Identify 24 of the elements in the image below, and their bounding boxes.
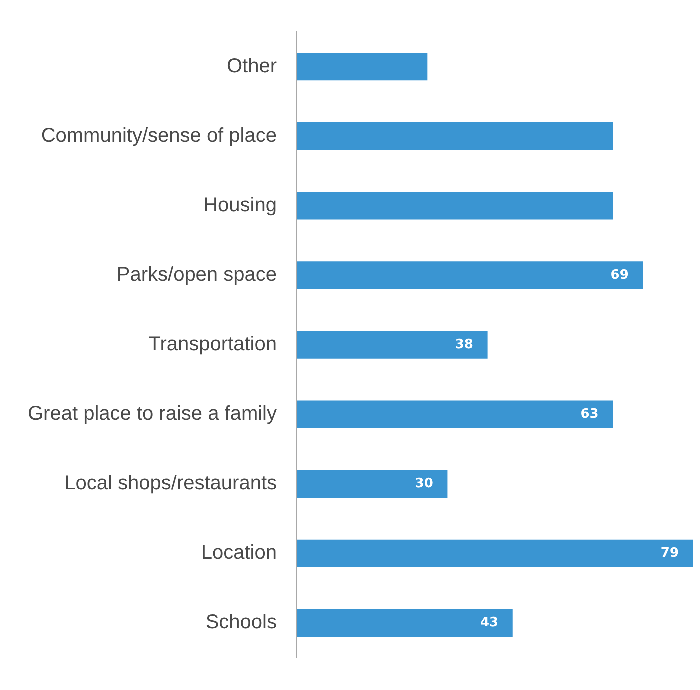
data-label: 79 [660, 546, 679, 562]
bar [296, 262, 644, 290]
data-label: 63 [580, 406, 599, 422]
bar [296, 400, 614, 428]
bar [296, 470, 448, 498]
data-label: 30 [415, 476, 434, 492]
y-tick-label: Schools [206, 612, 277, 634]
bar [296, 540, 693, 568]
y-tick-label: Great place to raise a family [28, 403, 277, 426]
bar [296, 192, 614, 220]
bar [296, 122, 614, 150]
data-label: 43 [480, 616, 499, 631]
y-tick-label: Location [201, 542, 277, 564]
y-tick-label: Transportation [148, 334, 277, 356]
y-tick-label: Parks/open space [116, 264, 277, 286]
y-tick-label: Community/sense of place [41, 124, 277, 147]
y-tick-label: Housing [204, 194, 277, 216]
data-label: 38 [455, 337, 474, 352]
y-tick-label: Other [226, 55, 278, 78]
bar [296, 609, 513, 638]
y-tick-label: Local shops/restaurants [64, 472, 277, 495]
data-label: 69 [610, 268, 629, 283]
bar [296, 52, 428, 81]
bar [296, 331, 488, 359]
